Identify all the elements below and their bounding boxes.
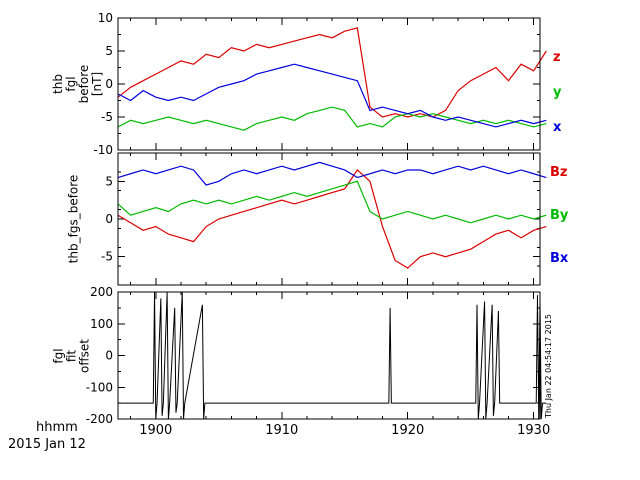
trace-x xyxy=(117,63,547,128)
creation-timestamp: Thu Jan 22 04:54:17 2015 xyxy=(544,314,553,418)
y-tick-label: 100 xyxy=(90,317,113,331)
panel2-y-axis-title: thb_fgs_before xyxy=(66,174,81,264)
trace-y xyxy=(117,106,547,131)
y-tick-label: -5 xyxy=(101,110,113,124)
y-tick-label: -100 xyxy=(86,380,113,394)
legend-y: y xyxy=(553,85,562,100)
legend-x: x xyxy=(553,120,562,135)
x-tick-label: 1920 xyxy=(391,423,424,438)
legend-bx: Bx xyxy=(550,251,569,266)
x-tick-label: 1910 xyxy=(265,423,298,438)
legend-by: By xyxy=(550,208,569,223)
x-tick-label: 1930 xyxy=(517,423,550,438)
trace-Bz xyxy=(117,169,547,269)
y-axis-title-line: offset xyxy=(77,339,92,373)
panel-border xyxy=(117,17,541,151)
trace-Bx xyxy=(117,161,547,186)
y-tick-label: 0 xyxy=(105,77,113,91)
y-tick-label: 5 xyxy=(105,44,113,58)
y-tick-label: 0 xyxy=(105,212,113,226)
y-tick-label: -5 xyxy=(101,250,113,264)
panel-border xyxy=(117,152,541,286)
y-axis-title-line: thb_fgs_before xyxy=(66,174,81,264)
legend-bz: Bz xyxy=(550,165,568,180)
panel-2: -5 0 5 xyxy=(101,152,547,286)
x-tick-label: 1900 xyxy=(139,423,172,438)
trace-offset xyxy=(118,291,547,420)
y-tick-label: 10 xyxy=(98,11,113,25)
panel-border xyxy=(117,291,541,420)
date-label: 2015 Jan 12 xyxy=(8,437,86,452)
legend-z: z xyxy=(553,50,561,65)
y-tick-label: -10 xyxy=(93,143,113,157)
panel-3: -200 -100 0 100 200 1900 1910 1920 1930 xyxy=(86,285,550,438)
y-tick-label: 5 xyxy=(105,174,113,188)
panel3-y-axis-title: fgl fit offset xyxy=(52,339,92,373)
trace-By xyxy=(117,180,547,224)
time-axis-format-label: hhmm xyxy=(36,420,78,435)
y-axis-title-line: [nT] xyxy=(90,71,104,97)
y-tick-label: 0 xyxy=(105,349,113,363)
trace-z xyxy=(117,27,547,118)
y-tick-label: -200 xyxy=(86,412,113,426)
y-tick-label: 200 xyxy=(90,285,113,299)
panel1-y-axis-title: thb fgl before [nT] xyxy=(51,65,104,104)
panel-1: -10 -5 0 5 10 xyxy=(93,11,547,157)
